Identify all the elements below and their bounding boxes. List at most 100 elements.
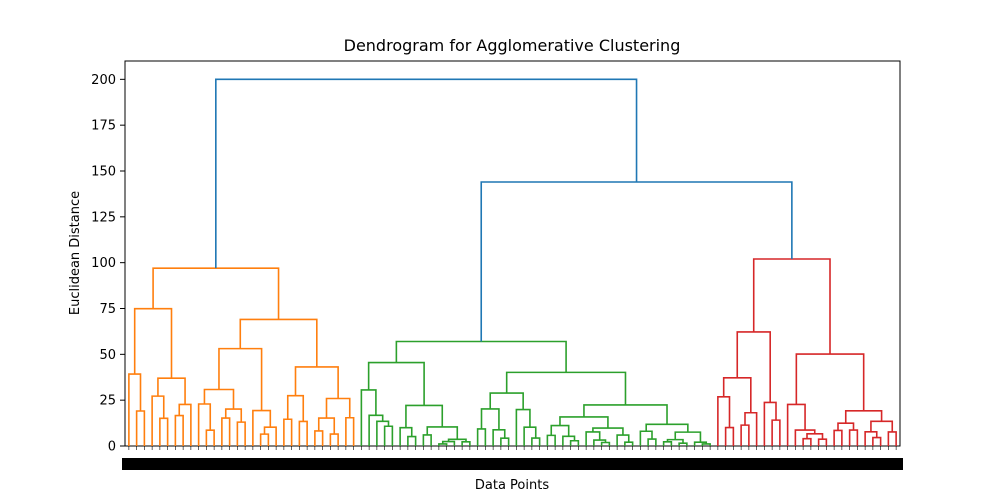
dendrogram-link [395, 340, 567, 373]
dendrogram-link [837, 422, 855, 431]
dendrogram-link [848, 429, 859, 446]
y-tick-label: 125 [91, 210, 116, 225]
dendrogram-link [717, 396, 731, 446]
y-tick-label: 25 [99, 394, 116, 409]
x-tick-labels-dense [122, 458, 903, 470]
dendrogram-link [844, 409, 883, 424]
dendrogram-link [569, 439, 580, 446]
dendrogram-link [833, 429, 843, 446]
dendrogram-link [314, 430, 324, 446]
dendrogram-link [500, 437, 510, 446]
dendrogram-link [133, 307, 173, 379]
dendrogram-link [218, 347, 263, 411]
dendrogram-link [662, 440, 673, 446]
dendrogram-link [740, 424, 750, 446]
dendrogram-link [236, 421, 246, 446]
dendrogram-link [224, 408, 243, 423]
dendrogram-link [795, 353, 865, 411]
dendrogram-link [298, 420, 308, 446]
y-tick-label: 0 [108, 440, 116, 455]
dendrogram-link [405, 404, 444, 428]
dendrogram-link [441, 440, 456, 446]
dendrogram-link [367, 361, 425, 406]
dendrogram-link [523, 426, 537, 446]
dendrogram-link [550, 424, 570, 437]
dendrogram-link [476, 428, 487, 446]
dendrogram-link [368, 414, 384, 446]
dendrogram-link [559, 416, 609, 429]
x-axis-label: Data Points [475, 478, 549, 493]
dendrogram-link [546, 434, 556, 446]
dendrogram-link [864, 431, 878, 446]
dendrogram-link [221, 417, 231, 446]
dendrogram-link [870, 420, 894, 432]
y-tick-label: 50 [99, 348, 116, 363]
dendrogram-link [345, 416, 355, 446]
chart-title: Dendrogram for Agglomerative Clustering [344, 36, 681, 55]
y-tick-label: 200 [91, 73, 116, 88]
dendrogram-link [152, 267, 280, 320]
y-tick-label: 175 [91, 119, 116, 134]
dendrogram-link [294, 366, 339, 399]
dendrogram-link [252, 409, 272, 446]
dendrogram-link [872, 436, 882, 446]
dendrogram-link-root [215, 78, 638, 269]
dendrogram-link [647, 438, 657, 446]
plot-frame [124, 60, 901, 447]
dendrogram-link [239, 318, 318, 367]
dendrogram-link [752, 258, 831, 355]
dendrogram-link [438, 443, 448, 446]
plot-area: 0 25 50 75 100 125 150 175 200 [91, 60, 903, 470]
dendrogram-link [263, 426, 277, 446]
dendrogram-link [736, 331, 771, 403]
dendrogram-link [159, 417, 169, 446]
dendrogram-link [600, 441, 611, 446]
dendrogram-link [197, 403, 212, 446]
dendrogram-link [531, 437, 541, 446]
dendrogram-link [259, 433, 270, 446]
dendrogram-link [744, 411, 758, 446]
dendrogram-link [480, 408, 500, 430]
y-tick-label: 150 [91, 165, 116, 180]
dendrogram-link [376, 420, 390, 446]
dendrogram-link [286, 394, 305, 422]
dendrogram-link [407, 435, 417, 446]
dendrogram-link [317, 417, 336, 435]
dendrogram-link [771, 419, 781, 446]
dendrogram-link [135, 410, 146, 446]
dendrogram-link [817, 438, 828, 446]
dendrogram-link [794, 429, 816, 446]
dendrogram-link [157, 377, 186, 405]
dendrogram-link [447, 438, 467, 442]
dendrogram-link [585, 431, 601, 446]
dendrogram-link [887, 431, 897, 446]
dendrogram-link [329, 433, 339, 446]
dendrogram-link [806, 433, 824, 440]
dendrogram-link [128, 373, 142, 446]
dendrogram-link [174, 414, 184, 446]
dendrogram-link [624, 441, 634, 446]
dendrogram-link [178, 403, 192, 446]
dendrogram-link [763, 401, 777, 446]
dendrogram-link [422, 434, 432, 446]
dendrogram-link [583, 404, 668, 425]
dendrogram-link [383, 425, 394, 446]
y-axis-label: Euclidean Distance [68, 191, 83, 315]
dendrogram-link [151, 395, 165, 446]
dendrogram-link [205, 429, 215, 446]
dendrogram-link [616, 434, 630, 446]
dendrogram-link-root [480, 181, 793, 342]
dendrogram-link [666, 438, 684, 444]
dendrogram-link [722, 377, 752, 413]
y-tick-label: 100 [91, 256, 116, 271]
y-tick-label: 75 [99, 302, 116, 317]
dendrogram-link [461, 440, 471, 446]
dendrogram-link [724, 426, 735, 446]
dendrogram-link [674, 431, 702, 443]
dendrogram-link [505, 371, 627, 405]
dendrogram-link [693, 441, 708, 446]
dendrogram-link [203, 388, 235, 410]
dendrogram-link [325, 397, 351, 419]
dendrogram-link [802, 437, 812, 446]
